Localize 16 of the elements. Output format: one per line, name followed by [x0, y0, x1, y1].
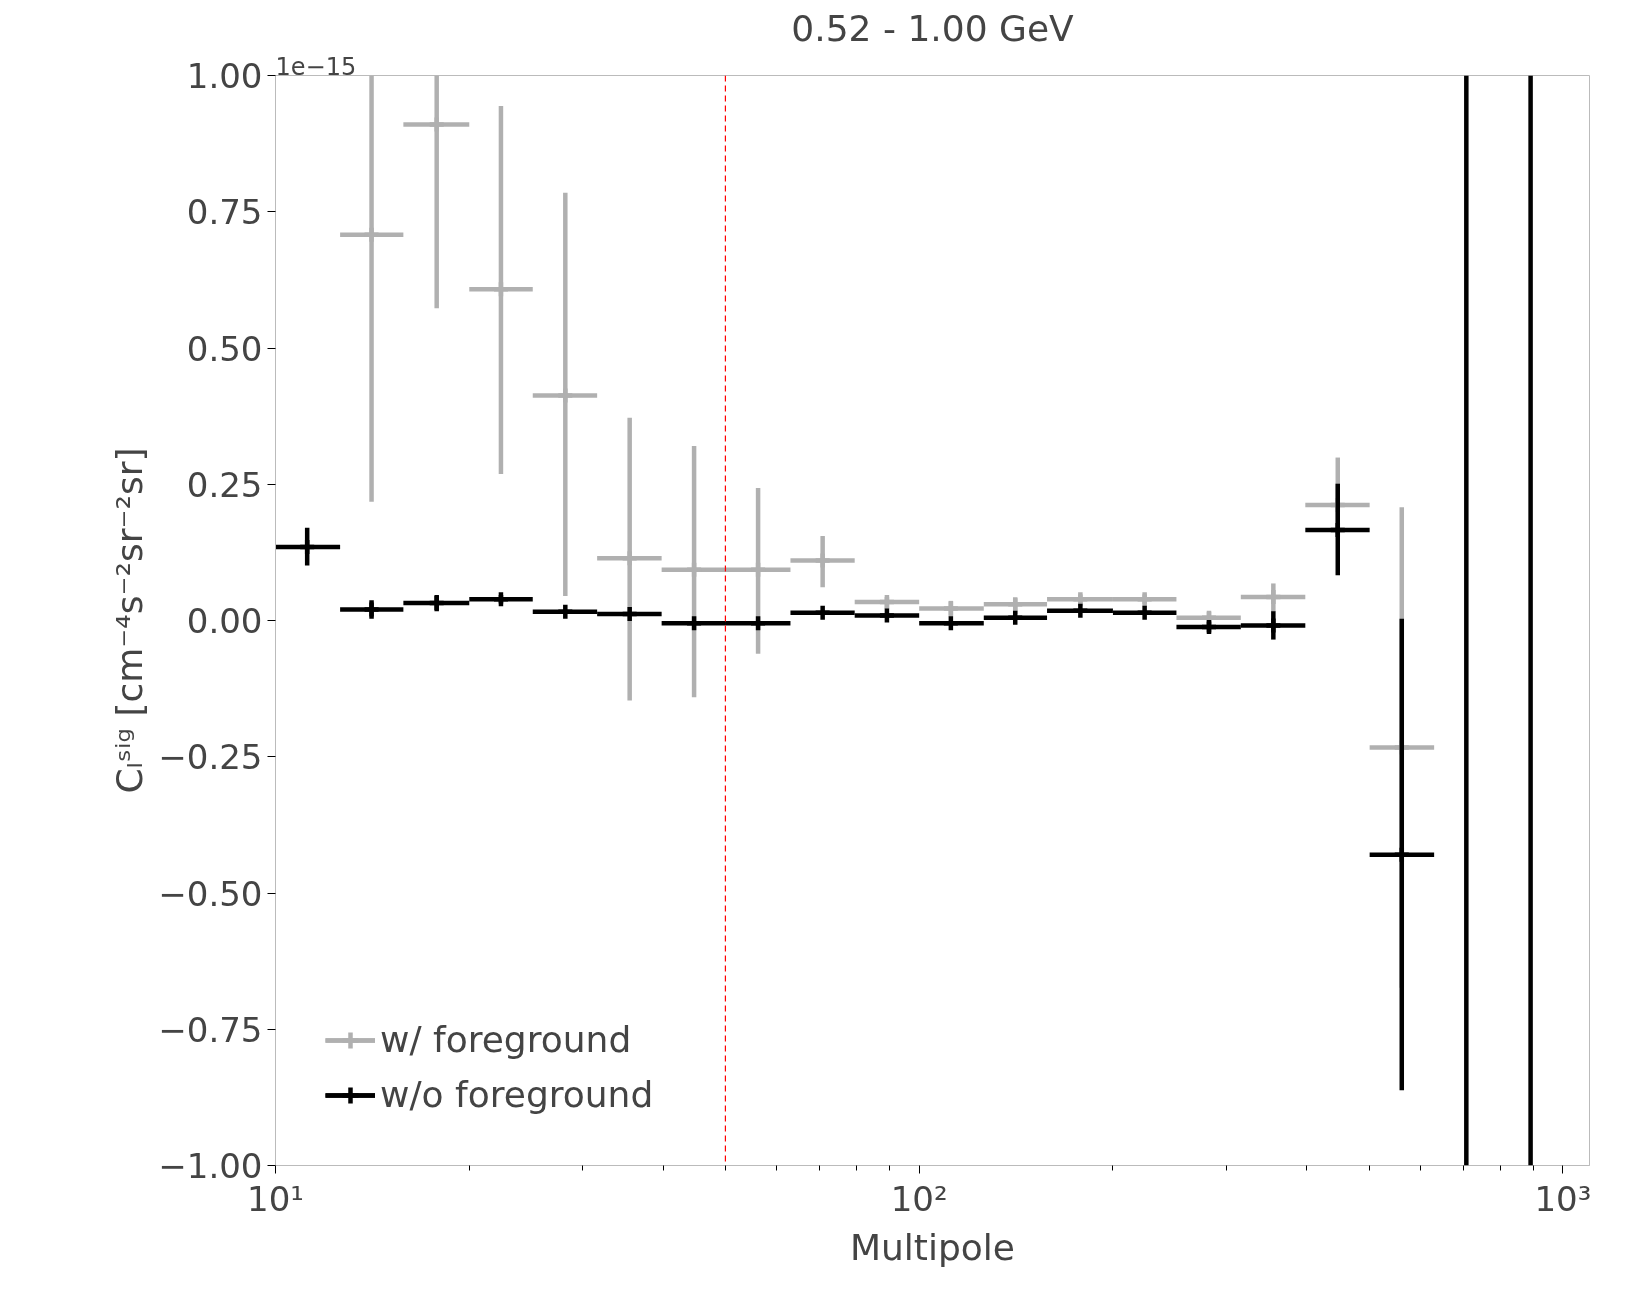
y-axis-title: Cₗˢⁱᵍ [cm⁻⁴s⁻²sr⁻²sr] [109, 447, 151, 794]
y-tick-label: −0.75 [158, 1009, 263, 1050]
y-tick-label: 0.75 [186, 192, 263, 233]
x-tick-label: 10³ [1534, 1178, 1592, 1219]
annotation: 1e−15 [275, 52, 357, 81]
y-tick-label: 0.00 [186, 601, 263, 641]
y-tick-label: 1.00 [186, 56, 263, 96]
x-axis-title: Multipole [849, 1226, 1016, 1268]
chart-title: 0.52 - 1.00 GeV [791, 7, 1075, 49]
x-tick-label: 10² [890, 1178, 948, 1219]
legend-label: w/o foreground [380, 1074, 654, 1115]
y-tick-label: −0.25 [158, 737, 263, 778]
y-tick-label: −0.50 [158, 873, 263, 914]
y-tick-label: 0.50 [186, 328, 263, 369]
legend-label: w/ foreground [380, 1019, 632, 1060]
y-tick-label: 0.25 [186, 464, 263, 505]
